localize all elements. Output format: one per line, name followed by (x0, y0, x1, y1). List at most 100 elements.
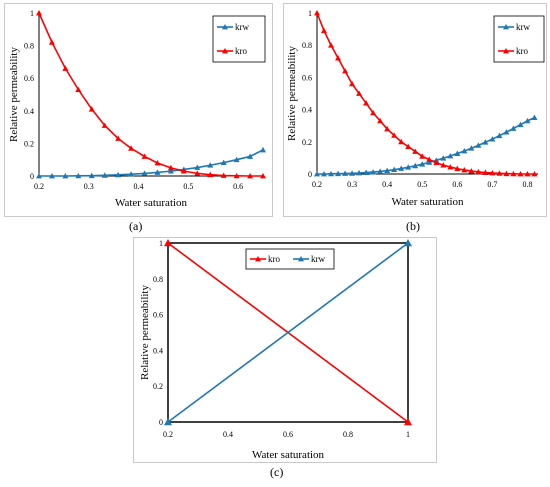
x-tick-label: 0.4 (382, 180, 392, 189)
y-tick-label: 0.8 (153, 275, 163, 284)
data-point-kro (164, 239, 172, 247)
data-point-kro (454, 165, 461, 172)
data-point-kro (115, 135, 122, 141)
data-point-kro (48, 39, 55, 45)
x-tick-label: 0.2 (163, 430, 173, 439)
data-point-kro (496, 170, 503, 176)
data-point-krw (260, 146, 266, 153)
y-axis-label: Relative permeability (286, 46, 298, 141)
y-tick-label: 0.6 (24, 74, 34, 83)
data-point-kro (321, 27, 328, 34)
data-point-krw (342, 170, 349, 176)
x-tick-label: 0.6 (452, 180, 462, 189)
data-point-kro (167, 164, 174, 171)
x-tick-label: 0.5 (183, 182, 193, 191)
data-point-kro (405, 143, 412, 150)
legend-label-krw: krw (235, 22, 249, 32)
x-tick-label: 0.4 (134, 182, 144, 191)
y-tick-label: 0.4 (24, 107, 34, 116)
data-point-krw (167, 168, 174, 174)
y-tick-label: 0 (30, 172, 34, 181)
data-point-kro (128, 145, 135, 151)
y-tick-label: 0.2 (24, 139, 34, 148)
data-point-kro (154, 159, 161, 166)
data-point-krw (489, 136, 496, 142)
series-line-krw (39, 149, 264, 177)
x-axis-label: Water saturation (115, 197, 188, 209)
data-point-kro (524, 171, 531, 177)
y-tick-label: 1 (159, 239, 163, 248)
chart-panel-a: 0 0.2 0.4 0.6 0.8 1 0.2 0.3 0.4 0.5 0.6 Water satur… (4, 3, 273, 217)
y-tick-label: 1 (30, 9, 34, 18)
legend-marker-krw (503, 24, 509, 30)
data-point-krw (115, 171, 122, 178)
data-point-krw (503, 129, 510, 135)
data-point-kro (220, 172, 227, 178)
data-point-krw (220, 159, 227, 166)
legend-marker-krw (222, 24, 228, 30)
plot-frame (167, 242, 409, 423)
data-point-krw (141, 170, 148, 176)
x-tick-label: 0.6 (233, 182, 243, 191)
data-point-krw (510, 125, 517, 131)
relative-permeability-chart-b: 00.20.40.60.810.2 0.3 0.4 0.5 0.6 0.7 0.8Water… (286, 9, 545, 208)
data-point-kro (482, 169, 489, 175)
data-point-krw (531, 114, 538, 121)
series-line-krw (317, 116, 535, 175)
data-point-krw (524, 117, 531, 124)
data-point-krw (164, 418, 172, 426)
data-point-kro (180, 168, 187, 174)
data-point-kro (489, 170, 496, 176)
data-point-krw (461, 147, 468, 154)
data-point-krw (377, 168, 384, 174)
data-point-kro (517, 171, 524, 177)
data-point-krw (370, 169, 377, 175)
data-point-krw (412, 162, 419, 169)
data-point-krw (482, 139, 489, 145)
y-tick-label: 0.2 (153, 382, 163, 391)
legend-label-kro: kro (235, 46, 247, 56)
data-point-kro (233, 172, 240, 179)
data-point-kro (101, 122, 108, 128)
panel-label-a: (a) (129, 219, 143, 233)
data-point-kro (377, 117, 384, 124)
data-point-krw (101, 172, 108, 178)
x-axis-label: Water saturation (252, 449, 325, 461)
data-point-krw (36, 173, 42, 179)
data-point-kro (207, 171, 214, 178)
legend-box (493, 15, 545, 63)
data-point-kro (141, 153, 148, 159)
y-tick-label: 1 (308, 9, 312, 18)
x-tick-label: 0.5 (417, 180, 427, 189)
data-point-kro (433, 159, 440, 166)
x-tick-label: 0.6 (283, 430, 293, 439)
y-tick-label: 0.6 (302, 73, 312, 82)
series-line-kro (38, 12, 263, 177)
data-point-kro (412, 148, 419, 154)
x-tick-label: 0.3 (347, 180, 357, 189)
legend-box (212, 15, 266, 63)
data-point-kro (391, 132, 398, 138)
data-point-kro (510, 170, 517, 177)
data-point-krw (328, 170, 335, 177)
x-tick-label: 0.4 (223, 430, 233, 439)
data-point-krw (154, 169, 161, 175)
legend-marker-kro (503, 48, 509, 54)
data-point-kro (36, 10, 42, 16)
data-point-kro (426, 156, 433, 162)
data-point-krw (391, 166, 398, 173)
data-point-krw (335, 170, 342, 177)
data-point-krw (398, 165, 405, 171)
data-point-krw (48, 173, 55, 179)
data-point-krw (75, 172, 82, 179)
y-tick-label: 0.8 (302, 41, 312, 50)
x-tick-label: 1 (406, 430, 410, 439)
data-point-kro (356, 90, 363, 96)
series-line-krw (167, 242, 409, 423)
data-point-krw (426, 159, 433, 165)
data-point-kro (335, 55, 342, 61)
y-axis-label: Relative permeability (8, 47, 20, 142)
x-tick-label: 0.8 (522, 180, 532, 189)
x-axis-label: Water saturation (391, 196, 464, 208)
